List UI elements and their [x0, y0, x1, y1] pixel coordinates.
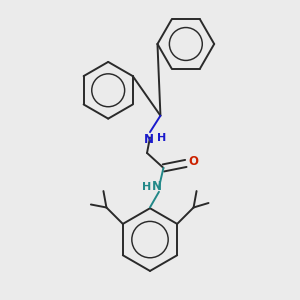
Text: N: N [152, 180, 162, 193]
Text: N: N [143, 133, 154, 146]
Text: O: O [189, 155, 199, 168]
Text: H: H [157, 133, 166, 143]
Text: H: H [142, 182, 152, 192]
